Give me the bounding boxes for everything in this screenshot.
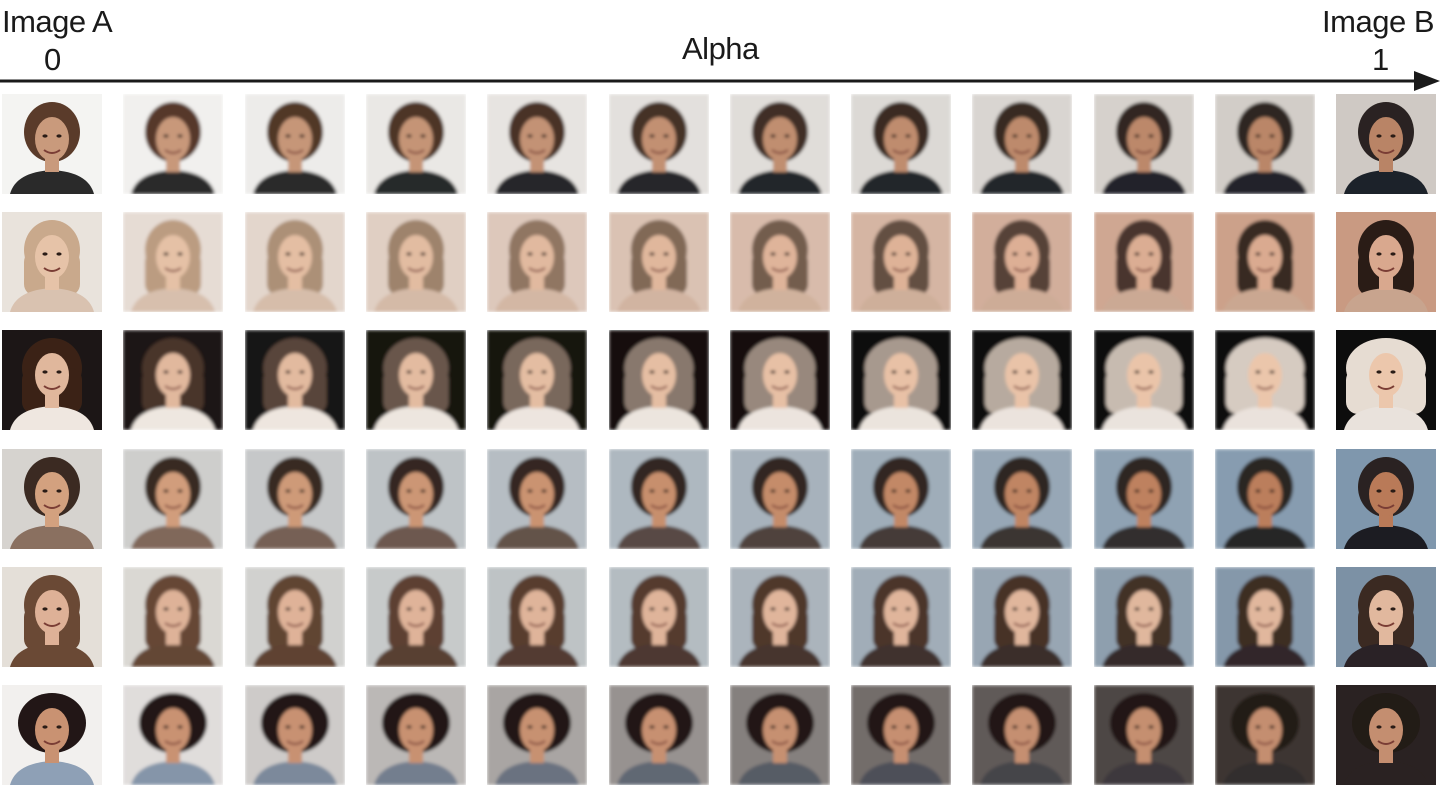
face-r3-c7 [729,330,830,431]
face-r1-c5 [487,94,588,194]
face-r6-c8 [851,685,952,785]
face-r2-c6 [608,212,709,313]
face-r4-c5 [487,448,588,549]
face-r4-c3 [244,448,345,549]
face-r2-c10 [1093,212,1194,313]
face-r6-c2 [123,685,224,785]
face-r2-c4 [365,212,466,313]
face-r1-c9 [972,94,1073,194]
face-r6-c11 [1215,685,1315,785]
face-r5-c7 [729,566,830,667]
face-r2-c12 [1336,212,1437,313]
face-r2-c3 [244,212,345,313]
face-r4-c9 [972,448,1073,549]
face-r1-c8 [851,94,952,194]
face-r1-c11 [1215,94,1315,194]
face-r6-c9 [972,685,1073,785]
face-r4-c8 [851,448,952,549]
face-r4-c12 [1336,448,1437,549]
face-r5-c11 [1215,566,1315,667]
face-r6-c5 [487,685,588,785]
image-a-label: Image A [2,4,113,39]
face-r2-c8 [851,212,952,313]
face-r1-c1 [2,94,102,194]
alpha-axis-label: Alpha [682,31,759,66]
face-r5-c2 [123,566,224,667]
face-r1-c4 [365,94,466,194]
face-r3-c4 [365,330,466,431]
face-r5-c4 [365,566,466,667]
face-r5-c9 [972,566,1073,667]
face-r1-c6 [608,94,709,194]
face-r2-c5 [487,212,588,313]
face-r3-c5 [487,330,588,431]
face-r1-c2 [123,94,224,194]
face-r6-c12 [1336,685,1437,785]
face-r3-c6 [608,330,709,431]
face-r5-c5 [487,566,588,667]
face-r2-c7 [729,212,830,313]
face-r1-c7 [729,94,830,194]
face-r4-c2 [123,448,224,549]
face-r4-c1 [2,448,102,549]
face-r4-c6 [608,448,709,549]
face-r6-c6 [608,685,709,785]
alpha-axis-arrow [0,71,1440,91]
face-r3-c3 [244,330,345,431]
face-r2-c11 [1215,212,1315,313]
face-r5-c3 [244,566,345,667]
face-r4-c7 [729,448,830,549]
face-r4-c4 [365,448,466,549]
face-r6-c1 [2,685,102,785]
face-r6-c3 [244,685,345,785]
face-r3-c9 [972,330,1073,431]
face-r3-c11 [1215,330,1315,431]
face-r2-c1 [2,212,102,313]
face-r3-c1 [2,330,102,431]
face-r6-c7 [729,685,830,785]
face-r1-c10 [1093,94,1194,194]
face-r4-c10 [1093,448,1194,549]
face-r3-c2 [123,330,224,431]
face-r3-c8 [851,330,952,431]
face-r5-c6 [608,566,709,667]
face-r3-c12 [1336,330,1437,431]
face-r6-c10 [1093,685,1194,785]
face-r3-c10 [1093,330,1194,431]
face-r1-c12 [1336,94,1437,194]
face-r6-c4 [365,685,466,785]
face-r2-c2 [123,212,224,313]
face-r5-c1 [2,566,102,667]
face-r5-c10 [1093,566,1194,667]
image-b-label: Image B [1322,4,1434,39]
alpha-start-value: 0 [44,42,61,77]
face-r2-c9 [972,212,1073,313]
face-r5-c12 [1336,566,1437,667]
face-r4-c11 [1215,448,1315,549]
alpha-end-value: 1 [1372,42,1389,77]
face-r5-c8 [851,566,952,667]
face-r1-c3 [244,94,345,194]
